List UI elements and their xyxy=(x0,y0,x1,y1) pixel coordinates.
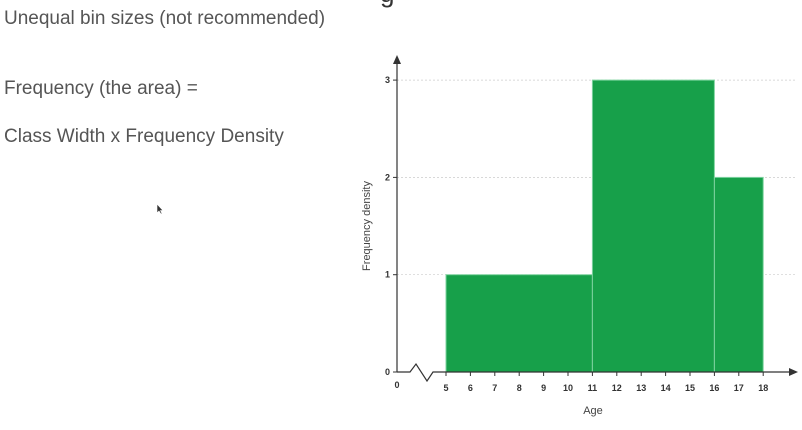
y-tick-label-1: 1 xyxy=(385,270,390,280)
x-tick-label-14: 14 xyxy=(661,383,671,393)
histogram-bars xyxy=(445,79,764,373)
formula-line-1: Frequency (the area) = xyxy=(4,78,198,99)
x-axis-label: Age xyxy=(583,405,603,417)
x-tick-label-15: 15 xyxy=(685,383,695,393)
x-tick-label-13: 13 xyxy=(636,383,646,393)
mouse-pointer-icon xyxy=(156,203,164,215)
bar-16-18 xyxy=(713,176,764,373)
x-tick-label-11: 11 xyxy=(588,383,598,393)
x-tick-label-7: 7 xyxy=(492,383,497,393)
y-tick-label-3: 3 xyxy=(385,75,390,85)
x-tick-label-12: 12 xyxy=(612,383,622,393)
y-tick-label-0: 0 xyxy=(385,367,390,377)
formula-line-2: Class Width x Frequency Density xyxy=(4,126,284,147)
y-tick-label-2: 2 xyxy=(385,172,390,182)
x-tick-label-5: 5 xyxy=(443,383,448,393)
y-axis-label: Frequency density xyxy=(361,181,373,271)
slide-subtitle: Unequal bin sizes (not recommended) xyxy=(4,8,326,29)
bar-5-11 xyxy=(445,274,593,373)
x-tick-label-16: 16 xyxy=(709,383,719,393)
x-tick-label-6: 6 xyxy=(468,383,473,393)
x-tick-label-18: 18 xyxy=(758,383,768,393)
axes xyxy=(393,55,798,383)
slide-title-fragment: g xyxy=(380,0,394,9)
x-tick-label-0: 0 xyxy=(394,380,399,390)
x-tick-label-17: 17 xyxy=(734,383,744,393)
x-axis-arrow-icon xyxy=(789,368,798,376)
x-axis-line-with-break xyxy=(397,362,795,383)
y-axis-arrow-icon xyxy=(393,55,401,64)
x-tick-label-8: 8 xyxy=(517,383,522,393)
x-tick-label-10: 10 xyxy=(563,383,573,393)
bar-11-16 xyxy=(591,79,715,373)
x-tick-label-9: 9 xyxy=(541,383,546,393)
